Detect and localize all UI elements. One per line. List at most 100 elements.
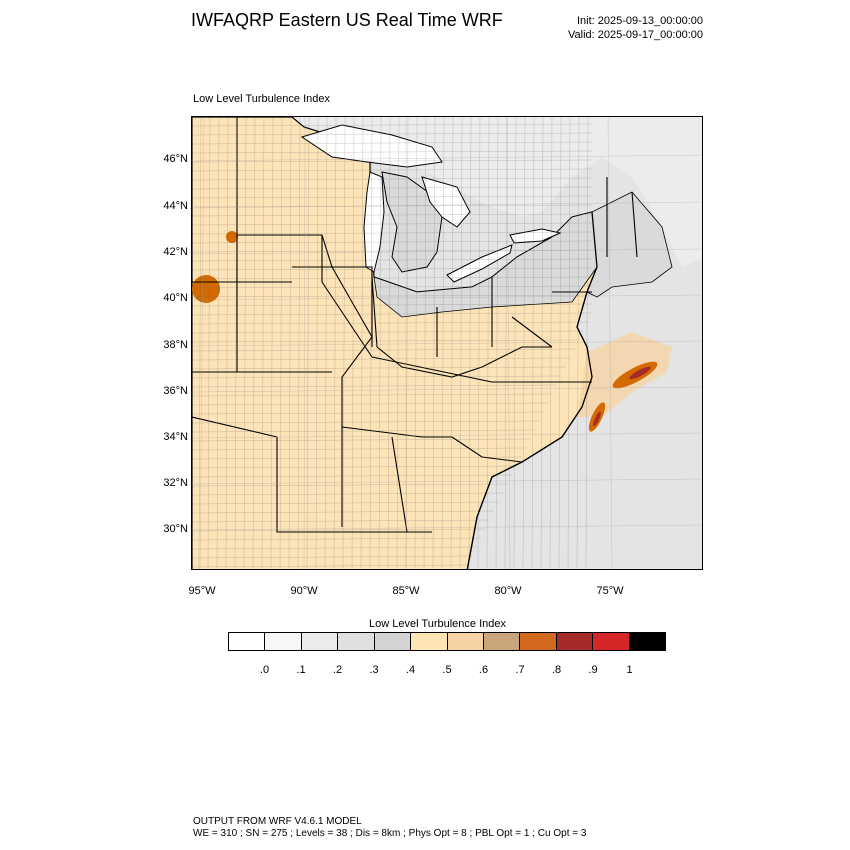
lat-label-34: 34°N: [163, 431, 188, 443]
county-line: [288, 117, 292, 569]
lat-label-36: 36°N: [163, 385, 188, 397]
county-line: [540, 117, 544, 569]
legend-colorbar: [228, 632, 666, 651]
county-line: [513, 117, 517, 569]
legend-tick-label: .7: [515, 664, 525, 676]
county-line: [192, 555, 472, 559]
legend-color-box: [593, 633, 630, 650]
county-line: [192, 501, 499, 505]
county-line: [297, 117, 301, 569]
legend-color-box: [229, 633, 266, 650]
county-line: [192, 285, 593, 289]
county-line: [192, 366, 567, 370]
county-line: [504, 117, 508, 569]
county-line: [486, 117, 490, 569]
legend-tick-label: .2: [332, 664, 343, 676]
county-line: [192, 411, 544, 415]
county-line: [531, 117, 535, 569]
county-line: [324, 117, 328, 569]
county-line: [369, 117, 373, 569]
county-line: [207, 117, 211, 569]
legend-color-box: [447, 633, 484, 650]
county-line: [192, 249, 593, 253]
lat-label-42: 42°N: [163, 246, 188, 258]
county-line: [192, 186, 593, 190]
county-line: [192, 483, 508, 487]
county-line: [192, 150, 593, 154]
valid-time: Valid: 2025-09-17_00:00:00: [568, 29, 703, 41]
county-line: [192, 303, 593, 307]
county-line: [270, 117, 274, 569]
county-line: [225, 117, 229, 569]
legend-tick-label: .5: [442, 664, 452, 676]
county-line: [432, 117, 436, 569]
county-line: [192, 312, 593, 316]
legend-tick-label: .6: [478, 664, 489, 676]
lon-label-95: 95°W: [188, 585, 216, 597]
county-line: [279, 117, 283, 569]
init-valid-times: Init: 2025-09-13_00:00:00 Valid: 2025-09…: [568, 14, 703, 42]
lon-label-80: 80°W: [494, 585, 522, 597]
peak-index-offshore-south: [593, 411, 601, 427]
county-line: [192, 132, 593, 136]
county-line: [192, 429, 535, 433]
county-line: [192, 195, 593, 199]
legend-color-box: [265, 633, 302, 650]
map-canvas: [192, 117, 702, 569]
county-line: [522, 117, 526, 569]
county-line: [192, 447, 526, 451]
lat-label-30: 30°N: [163, 523, 188, 535]
county-line: [333, 117, 337, 569]
legend-color-box: [411, 633, 448, 650]
county-line: [567, 117, 571, 569]
county-line: [477, 117, 481, 569]
county-line: [549, 117, 553, 569]
lat-label-46: 46°N: [163, 153, 188, 165]
peak-index-offshore-north: [629, 366, 651, 380]
county-line: [450, 117, 454, 569]
legend-color-box: [301, 633, 339, 650]
lon-label-85: 85°W: [392, 585, 420, 597]
county-line: [198, 117, 202, 569]
county-line: [351, 117, 355, 569]
county-line: [192, 276, 593, 280]
legend-tick-label: .9: [588, 664, 598, 676]
county-line: [360, 117, 364, 569]
lon-label-90: 90°W: [290, 585, 318, 597]
county-line: [192, 339, 580, 343]
county-line: [342, 117, 346, 569]
county-line: [192, 330, 585, 334]
county-line: [192, 384, 558, 388]
county-line: [192, 546, 477, 550]
county-line: [192, 294, 593, 298]
legend-tick-label: .4: [405, 664, 416, 676]
county-grid: [192, 117, 593, 569]
county-line: [192, 159, 593, 163]
high-index-west: [192, 275, 220, 303]
county-line: [423, 117, 427, 569]
legend-color-box: [374, 633, 412, 650]
county-line: [192, 420, 540, 424]
county-line: [192, 240, 593, 244]
county-line: [192, 177, 593, 181]
footer-model-line: OUTPUT FROM WRF V4.6.1 MODEL: [193, 816, 362, 827]
county-line: [192, 465, 517, 469]
legend-tick-label: 1: [626, 664, 633, 676]
county-line: [216, 117, 220, 569]
county-line: [585, 117, 589, 569]
county-line: [192, 168, 593, 172]
county-line: [192, 357, 571, 361]
county-line: [192, 222, 593, 226]
county-line: [441, 117, 445, 569]
county-line: [192, 267, 593, 271]
county-line: [192, 123, 593, 127]
lat-label-44: 44°N: [163, 200, 188, 212]
county-line: [192, 141, 593, 145]
legend-color-box: [629, 633, 666, 650]
county-line: [192, 402, 549, 406]
legend-tick-label: .3: [369, 664, 379, 676]
legend-title: Low Level Turbulence Index: [369, 618, 506, 630]
county-line: [192, 213, 593, 217]
init-time: Init: 2025-09-13_00:00:00: [577, 15, 703, 27]
county-line: [192, 393, 553, 397]
